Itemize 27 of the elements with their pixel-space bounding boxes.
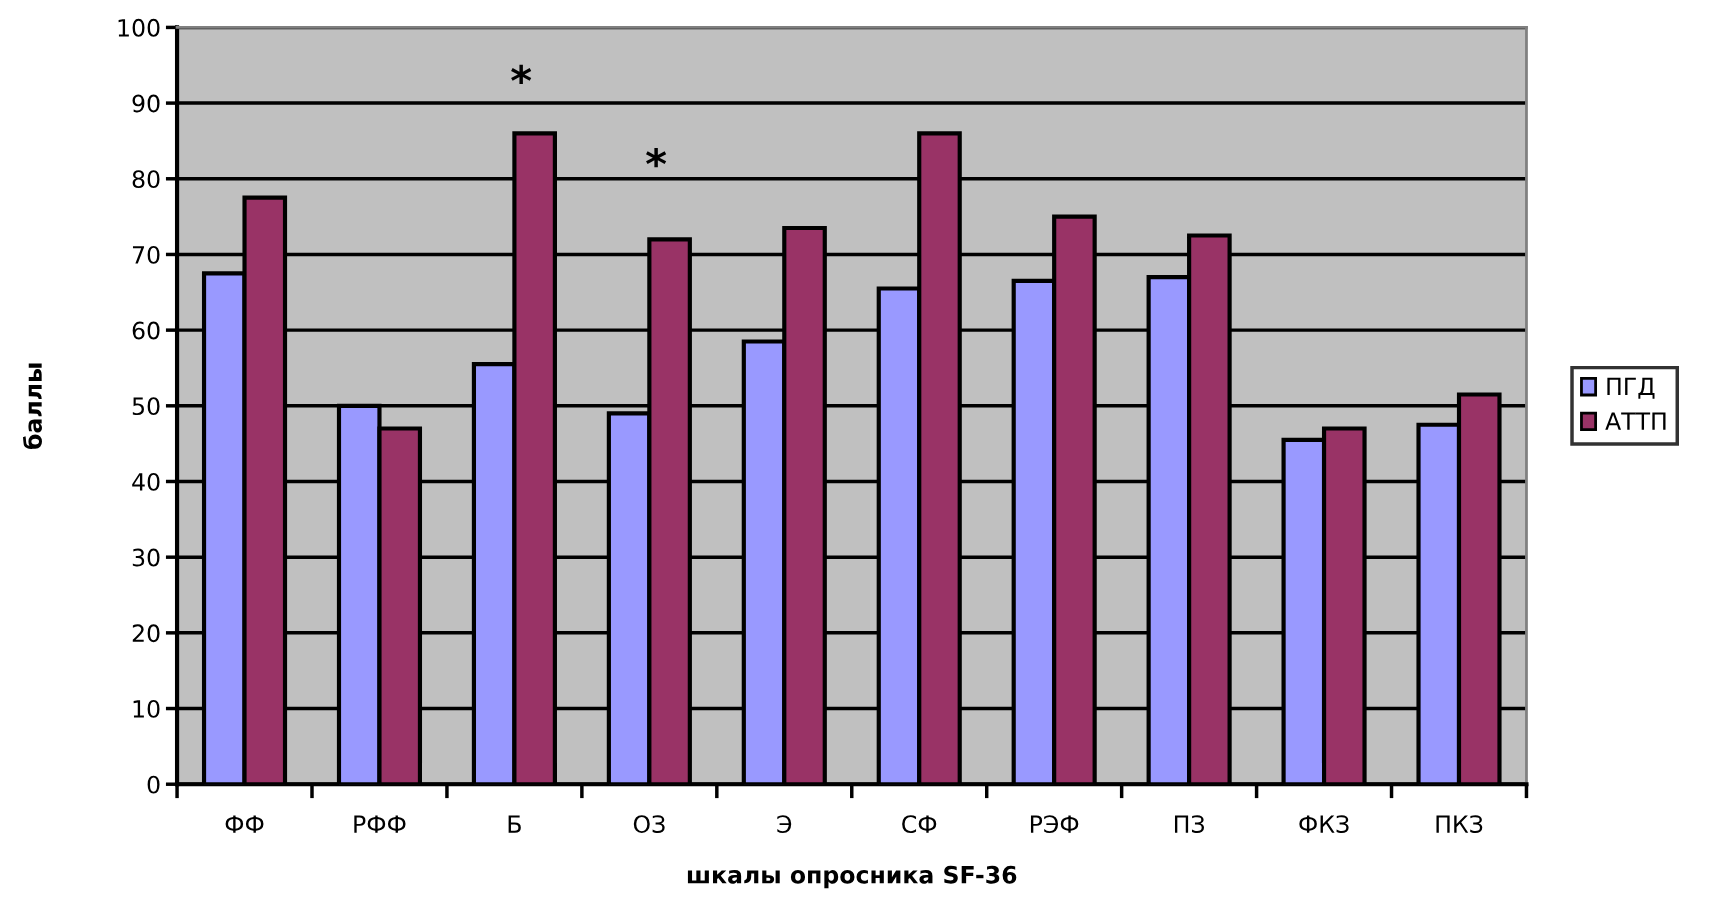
x-tick-label: Э — [777, 815, 792, 834]
x-tick-label: ПЗ — [1174, 815, 1205, 834]
y-axis-title: баллы — [22, 363, 42, 449]
y-tick-label: 50 — [132, 397, 160, 416]
y-tick-label: 60 — [132, 321, 160, 340]
annotation: * — [511, 64, 532, 85]
y-tick-label: 40 — [132, 472, 160, 491]
x-tick-label: ФФ — [225, 815, 264, 833]
x-axis-title: шкалы опросника SF-36 — [687, 865, 1017, 889]
x-tick-label: РФФ — [354, 815, 406, 833]
y-tick-label: 10 — [133, 699, 160, 718]
legend-label: АТТП — [1605, 412, 1666, 430]
legend-label: ПГД — [1607, 377, 1655, 399]
y-tick-label: 70 — [132, 245, 160, 264]
x-tick-label: ФКЗ — [1299, 815, 1349, 834]
annotation: * — [646, 148, 667, 168]
x-tick-label: ОЗ — [633, 815, 665, 834]
y-tick-label: 80 — [132, 170, 160, 189]
x-tick-label: Б — [508, 815, 521, 833]
x-tick-label: РЭФ — [1030, 815, 1079, 834]
y-tick-label: 90 — [132, 94, 160, 113]
x-tick-label: СФ — [902, 815, 937, 834]
y-tick-label: 30 — [132, 548, 160, 567]
y-tick-label: 0 — [147, 775, 160, 794]
y-tick-label: 20 — [132, 624, 160, 643]
y-tick-label: 100 — [118, 18, 160, 37]
x-tick-label: ПКЗ — [1436, 815, 1483, 834]
